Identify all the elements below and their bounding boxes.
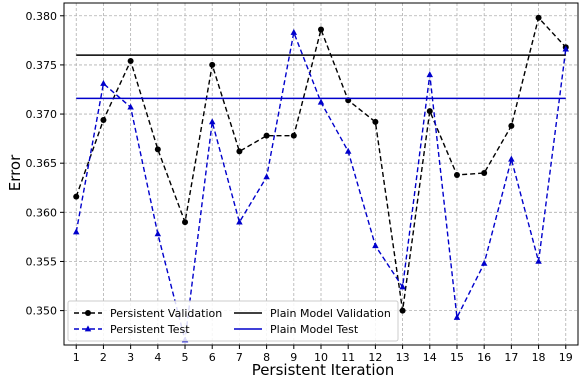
point-persistent-validation (263, 132, 270, 139)
legend-item-plain-model-validation: Plain Model Validation (234, 307, 391, 320)
legend-marker (85, 310, 91, 316)
y-axis-label: Error (6, 154, 24, 191)
x-tick-label: 15 (450, 351, 464, 364)
x-tick-label: 7 (236, 351, 243, 364)
x-tick-label: 13 (396, 351, 410, 364)
point-persistent-test (344, 147, 352, 154)
point-persistent-test (263, 173, 270, 180)
x-tick-label: 3 (127, 351, 134, 364)
legend-label: Plain Model Test (270, 323, 359, 336)
x-tick-label: 11 (341, 351, 355, 364)
point-persistent-test (426, 71, 434, 78)
point-persistent-validation (154, 146, 161, 153)
legend-label: Persistent Validation (110, 307, 222, 320)
x-tick-label: 2 (100, 351, 107, 364)
series-layer (72, 14, 570, 343)
legend-item-persistent-test: Persistent Test (74, 323, 190, 336)
x-tick-label: 19 (559, 351, 573, 364)
legend-label: Plain Model Validation (270, 307, 391, 320)
point-persistent-test (127, 103, 134, 110)
point-persistent-test (100, 79, 107, 86)
x-tick-label: 6 (209, 351, 216, 364)
point-persistent-test (480, 259, 488, 266)
point-persistent-test (562, 45, 570, 52)
point-persistent-validation (290, 132, 297, 139)
y-tick-label: 0.365 (26, 157, 58, 170)
legend-item-plain-model-test: Plain Model Test (234, 323, 359, 336)
x-tick-label: 4 (154, 351, 161, 364)
y-tick-label: 0.360 (26, 206, 58, 219)
x-tick-label: 17 (504, 351, 518, 364)
point-persistent-test (236, 218, 243, 225)
point-persistent-validation (209, 61, 216, 68)
x-tick-label: 9 (290, 351, 297, 364)
point-persistent-test (154, 230, 162, 237)
x-tick-label: 14 (423, 351, 437, 364)
point-persistent-test (317, 98, 325, 105)
y-tick-label: 0.355 (26, 255, 58, 268)
y-tick-label: 0.380 (26, 10, 58, 23)
point-persistent-test (453, 313, 461, 320)
x-tick-label: 8 (263, 351, 270, 364)
point-persistent-validation (535, 14, 542, 21)
x-tick-label: 16 (477, 351, 491, 364)
point-persistent-test (208, 118, 216, 125)
y-tick-label: 0.375 (26, 59, 58, 72)
point-persistent-validation (481, 170, 488, 177)
legend-label: Persistent Test (110, 323, 190, 336)
x-tick-label: 10 (314, 351, 328, 364)
point-persistent-validation (399, 307, 406, 314)
legend: Persistent Validation Persistent Test Plai… (67, 300, 399, 342)
legend-box (67, 300, 399, 342)
point-persistent-validation (453, 171, 460, 178)
point-persistent-test (290, 28, 298, 35)
point-persistent-validation (127, 57, 134, 64)
x-axis-label: Persistent Iteration (252, 361, 395, 379)
legend-marker (84, 325, 92, 332)
y-tick-label: 0.370 (26, 108, 58, 121)
point-persistent-test (72, 228, 80, 235)
point-persistent-validation (372, 118, 379, 125)
legend-item-persistent-validation: Persistent Validation (74, 307, 222, 320)
point-persistent-test (508, 155, 515, 162)
point-persistent-validation (508, 122, 515, 129)
point-persistent-validation (236, 148, 243, 155)
point-persistent-test (399, 283, 406, 290)
x-tick-label: 1 (73, 351, 80, 364)
point-persistent-validation (318, 26, 324, 33)
point-persistent-validation (182, 219, 189, 226)
x-tick-label: 18 (532, 351, 546, 364)
axis-ticks: 1 2 3 4 5 6 7 8 9 10 11 12 13 14 15 16 17 18 190.3500.3550… (26, 10, 573, 364)
grid (64, 3, 578, 345)
point-persistent-validation (73, 193, 80, 200)
x-tick-label: 12 (368, 351, 382, 364)
point-persistent-test (372, 242, 379, 249)
y-tick-label: 0.350 (26, 305, 58, 318)
x-tick-label: 5 (182, 351, 189, 364)
point-persistent-validation (100, 116, 107, 123)
point-persistent-test (535, 257, 542, 264)
point-persistent-validation (426, 108, 433, 115)
